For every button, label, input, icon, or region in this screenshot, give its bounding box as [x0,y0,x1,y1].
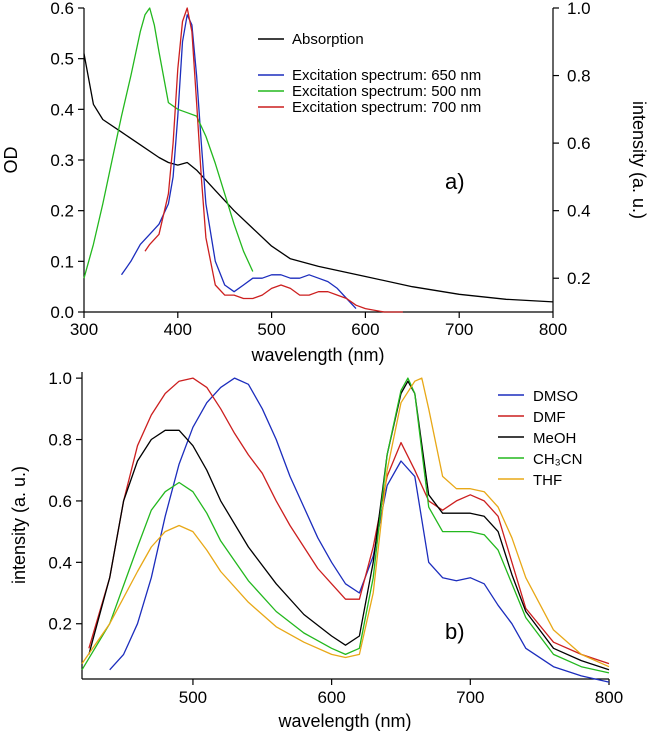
panel-a-right-tick-label: 0.6 [567,134,591,153]
panel-b-legend: DMSO DMF MeOH CH₃CN THF [498,388,582,489]
panel-b-y-tick-label: 0.8 [48,431,72,450]
panel-a-label: a) [445,169,465,194]
panel-a-left-tick-label: 0.1 [50,252,74,271]
panel-a-left-tick-label: 0.3 [50,151,74,170]
panel-b-x-tick-label: 800 [595,688,623,707]
panel-b-legend-label-ch-cn: CH₃CN [533,451,582,468]
panel-b-series [81,377,610,683]
panel-a-x-tick-label: 300 [70,320,98,339]
panel-b-label: b) [445,619,465,644]
panel-b: 500 600 700 800 0.2 0.4 0.6 0.8 1.0 wavelength … [9,369,623,731]
panel-b-series-meoh [88,380,610,671]
panel-b-legend-label-dmso: DMSO [533,388,578,405]
panel-b-x-tick-label: 500 [179,688,207,707]
panel-a-x-tick-label: 400 [164,320,192,339]
panel-a-x-tick-label: 600 [351,320,379,339]
panel-b-series-dmf [88,377,610,665]
panel-a-series-excitation-spectrum-650-nm [120,14,357,310]
panel-a-left-tick-label: 0.2 [50,202,74,221]
panel-a-x-ticks: 300 400 500 600 700 800 [70,312,567,339]
panel-a: 300 400 500 600 700 800 0.0 0.1 0.2 0.3 0.4 0.5 0.6… [1,0,649,365]
panel-a-left-tick-label: 0.5 [50,50,74,69]
panel-a-series [83,7,554,313]
panel-a-right-tick-label: 0.2 [567,269,591,288]
panel-a-right-ticks: 0.2 0.4 0.6 0.8 1.0 [553,0,591,288]
panel-b-x-tick-label: 700 [456,688,484,707]
panel-b-legend-label-thf: THF [533,472,562,489]
panel-a-series-excitation-spectrum-700-nm [144,7,403,313]
panel-a-left-ticks: 0.0 0.1 0.2 0.3 0.4 0.5 0.6 [50,0,84,322]
panel-a-right-tick-label: 1.0 [567,0,591,18]
panel-b-y-ticks: 0.2 0.4 0.6 0.8 1.0 [48,369,82,634]
panel-b-y-tick-label: 0.4 [48,553,72,572]
panel-a-x-tick-label: 800 [539,320,567,339]
panel-a-left-tick-label: 0.0 [50,303,74,322]
panel-b-y-axis-title: intensity (a. u.) [9,466,29,584]
panel-b-x-ticks: 500 600 700 800 [179,679,623,707]
panel-b-legend-label-dmf: DMF [533,409,566,426]
panel-a-legend-label-excitation-spectrum-650-nm: Excitation spectrum: 650 nm [292,67,481,84]
panel-a-series-absorption [83,53,554,303]
panel-b-series-dmso [109,377,610,683]
panel-b-y-tick-label: 1.0 [48,369,72,388]
panel-a-x-tick-label: 500 [257,320,285,339]
panel-a-left-tick-label: 0.6 [50,0,74,18]
panel-b-y-tick-label: 0.6 [48,492,72,511]
panel-b-x-axis-title: wavelength (nm) [277,711,411,731]
panel-a-legend-label-excitation-spectrum-500-nm: Excitation spectrum: 500 nm [292,83,481,100]
panel-b-series-ch-cn [81,377,610,674]
panel-a-series-excitation-spectrum-500-nm [83,7,254,279]
panel-a-legend-label-excitation-spectrum-700-nm: Excitation spectrum: 700 nm [292,99,481,116]
panel-b-y-tick-label: 0.2 [48,615,72,634]
panel-a-left-tick-label: 0.4 [50,100,74,119]
panel-a-x-axis-title: wavelength (nm) [250,345,384,365]
panel-a-right-tick-label: 0.8 [567,67,591,86]
panel-a-left-axis-title: OD [1,146,21,173]
panel-a-legend-label-absorption: Absorption [292,31,364,48]
panel-b-legend-label-meoh: MeOH [533,430,576,447]
panel-a-right-axis-title: intensity (a. u.) [629,101,649,219]
panel-b-series-thf [81,377,610,668]
panel-a-right-tick-label: 0.4 [567,202,591,221]
panel-b-x-tick-label: 600 [317,688,345,707]
panel-a-x-tick-label: 700 [445,320,473,339]
